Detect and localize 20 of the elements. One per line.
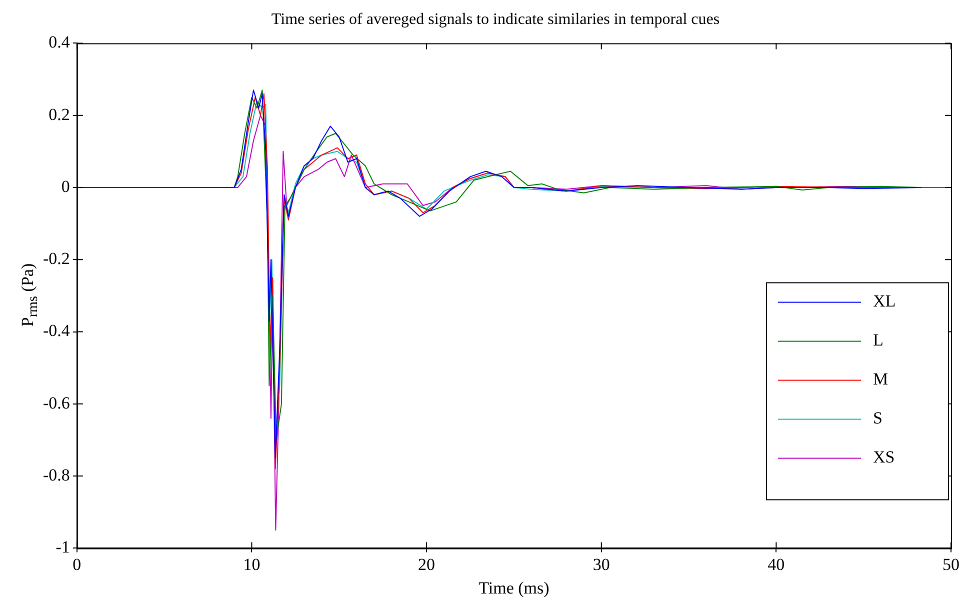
y-tick-label: 0.2 — [48, 104, 70, 124]
legend-label: S — [873, 408, 882, 428]
y-tick-label: 0 — [61, 176, 70, 196]
legend-label: XL — [873, 292, 896, 311]
y-tick-label: -0.6 — [42, 393, 70, 412]
x-tick-label: 40 — [768, 554, 785, 574]
y-tick-label: -0.2 — [42, 249, 70, 268]
x-tick-label: 50 — [942, 554, 960, 574]
x-tick-label: 20 — [418, 554, 436, 574]
y-tick-label: 0.4 — [48, 32, 70, 52]
legend-label: XS — [873, 448, 895, 467]
chart-title: Time series of avereged signals to indicate similaries in temporal cues — [271, 10, 720, 28]
x-axis-title: Time (ms) — [478, 578, 550, 598]
y-tick-label: -1 — [56, 538, 70, 557]
x-tick-label: 30 — [592, 554, 610, 574]
legend-label: L — [873, 330, 884, 350]
y-tick-label: -0.8 — [42, 466, 70, 485]
y-tick-label: -0.4 — [42, 321, 70, 340]
x-tick-label: 10 — [243, 554, 260, 574]
legend-label: M — [873, 370, 888, 389]
